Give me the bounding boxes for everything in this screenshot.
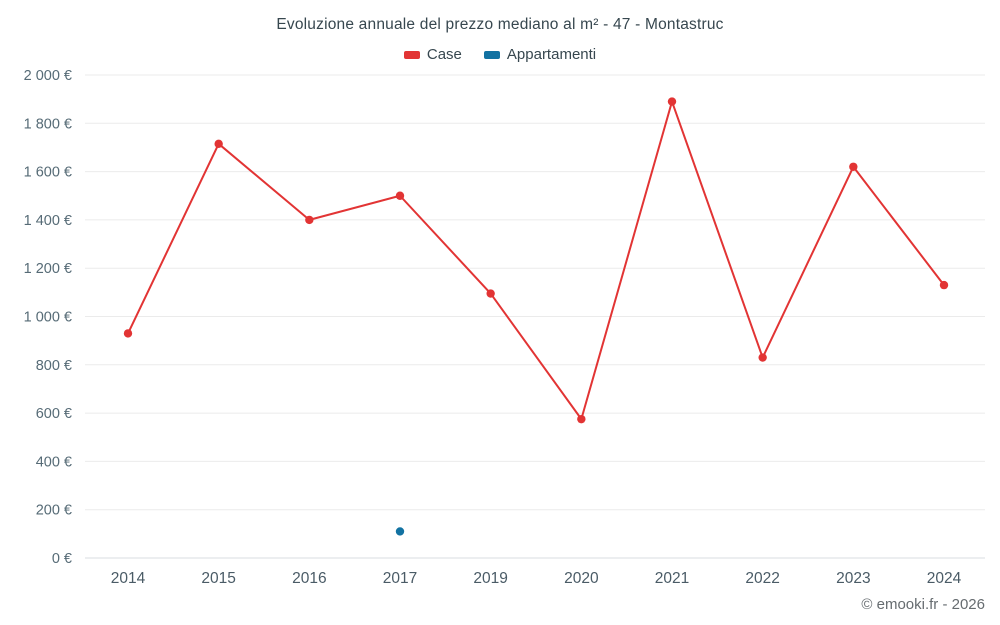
data-point-case[interactable] (305, 215, 314, 225)
data-point-case[interactable] (123, 329, 133, 338)
data-point-appartamenti[interactable] (395, 527, 405, 536)
y-tick-label: 800 € (36, 358, 72, 374)
x-tick-label: 2017 (383, 570, 417, 587)
data-point-case[interactable] (667, 97, 677, 106)
x-tick-label: 2024 (927, 570, 962, 587)
x-tick-label: 2020 (564, 570, 599, 587)
data-point-case[interactable] (395, 191, 405, 200)
legend-item-case[interactable]: Case (403, 46, 462, 63)
case-legend-swatch (403, 50, 420, 59)
data-point-case[interactable] (939, 280, 949, 290)
x-tick-label: 2021 (655, 570, 689, 587)
y-tick-label: 1 200 € (24, 261, 72, 277)
y-tick-label: 200 € (36, 503, 72, 519)
y-tick-label: 1 400 € (24, 213, 72, 229)
y-tick-label: 0 € (52, 551, 72, 567)
data-point-case[interactable] (758, 353, 767, 362)
legend-item-appartamenti[interactable]: Appartamenti (483, 46, 597, 63)
x-tick-label: 2015 (201, 570, 235, 587)
appartamenti-legend-label: Appartamenti (506, 46, 597, 63)
data-point-case[interactable] (577, 414, 586, 424)
x-tick-label: 2019 (473, 570, 507, 587)
y-tick-label: 1 000 € (24, 310, 72, 326)
y-tick-label: 600 € (36, 406, 72, 422)
x-tick-label: 2023 (836, 570, 870, 587)
y-tick-label: 400 € (36, 454, 72, 470)
chart-legend: Case Appartamenti (0, 46, 1000, 63)
case-legend-label: Case (426, 46, 462, 63)
x-tick-label: 2022 (745, 570, 779, 587)
data-point-case[interactable] (849, 162, 858, 171)
credit-text: © emooki.fr - 2026 (861, 596, 985, 613)
x-tick-label: 2016 (292, 570, 326, 587)
series-line-case (127, 100, 945, 421)
y-tick-label: 1 600 € (24, 165, 72, 181)
appartamenti-legend-swatch (483, 50, 500, 59)
chart-title: Evoluzione annuale del prezzo mediano al… (276, 16, 724, 33)
x-tick-label: 2014 (111, 570, 146, 587)
data-point-case[interactable] (486, 289, 495, 298)
data-point-case[interactable] (214, 139, 223, 149)
y-tick-label: 2 000 € (24, 68, 72, 84)
y-tick-label: 1 800 € (24, 116, 72, 132)
